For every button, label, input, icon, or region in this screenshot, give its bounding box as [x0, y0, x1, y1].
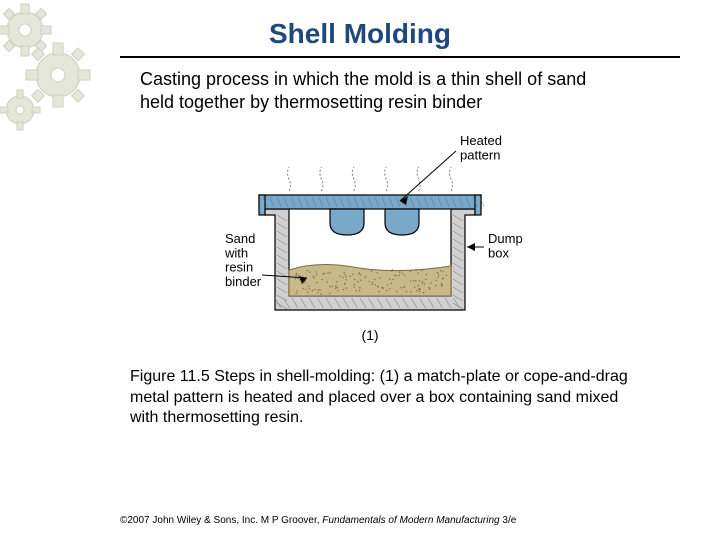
svg-text:Heatedpattern: Heatedpattern [460, 133, 502, 162]
copyright-prefix: ©2007 John Wiley & Sons, Inc. M P Groove… [120, 515, 322, 526]
subtitle-text: Casting process in which the mold is a t… [140, 68, 620, 115]
gear-decoration [0, 0, 120, 140]
svg-text:(1): (1) [361, 327, 378, 343]
copyright-suffix: 3/e [500, 515, 517, 526]
copyright-book: Fundamentals of Modern Manufacturing [322, 515, 499, 526]
svg-text:Dumpbox: Dumpbox [488, 231, 523, 260]
shell-molding-diagram: Heatedpattern Dumpbox Sandwithresinbinder (… [170, 125, 550, 355]
figure-number: Figure 11.5 [130, 368, 210, 385]
copyright-line: ©2007 John Wiley & Sons, Inc. M P Groove… [120, 515, 516, 526]
figure-caption: Figure 11.5 Steps in shell‑molding: (1) … [130, 367, 630, 429]
title-rule [120, 56, 680, 58]
diagram-container: Heatedpattern Dumpbox Sandwithresinbinder (… [0, 125, 720, 355]
svg-text:Sandwithresinbinder: Sandwithresinbinder [224, 231, 262, 289]
